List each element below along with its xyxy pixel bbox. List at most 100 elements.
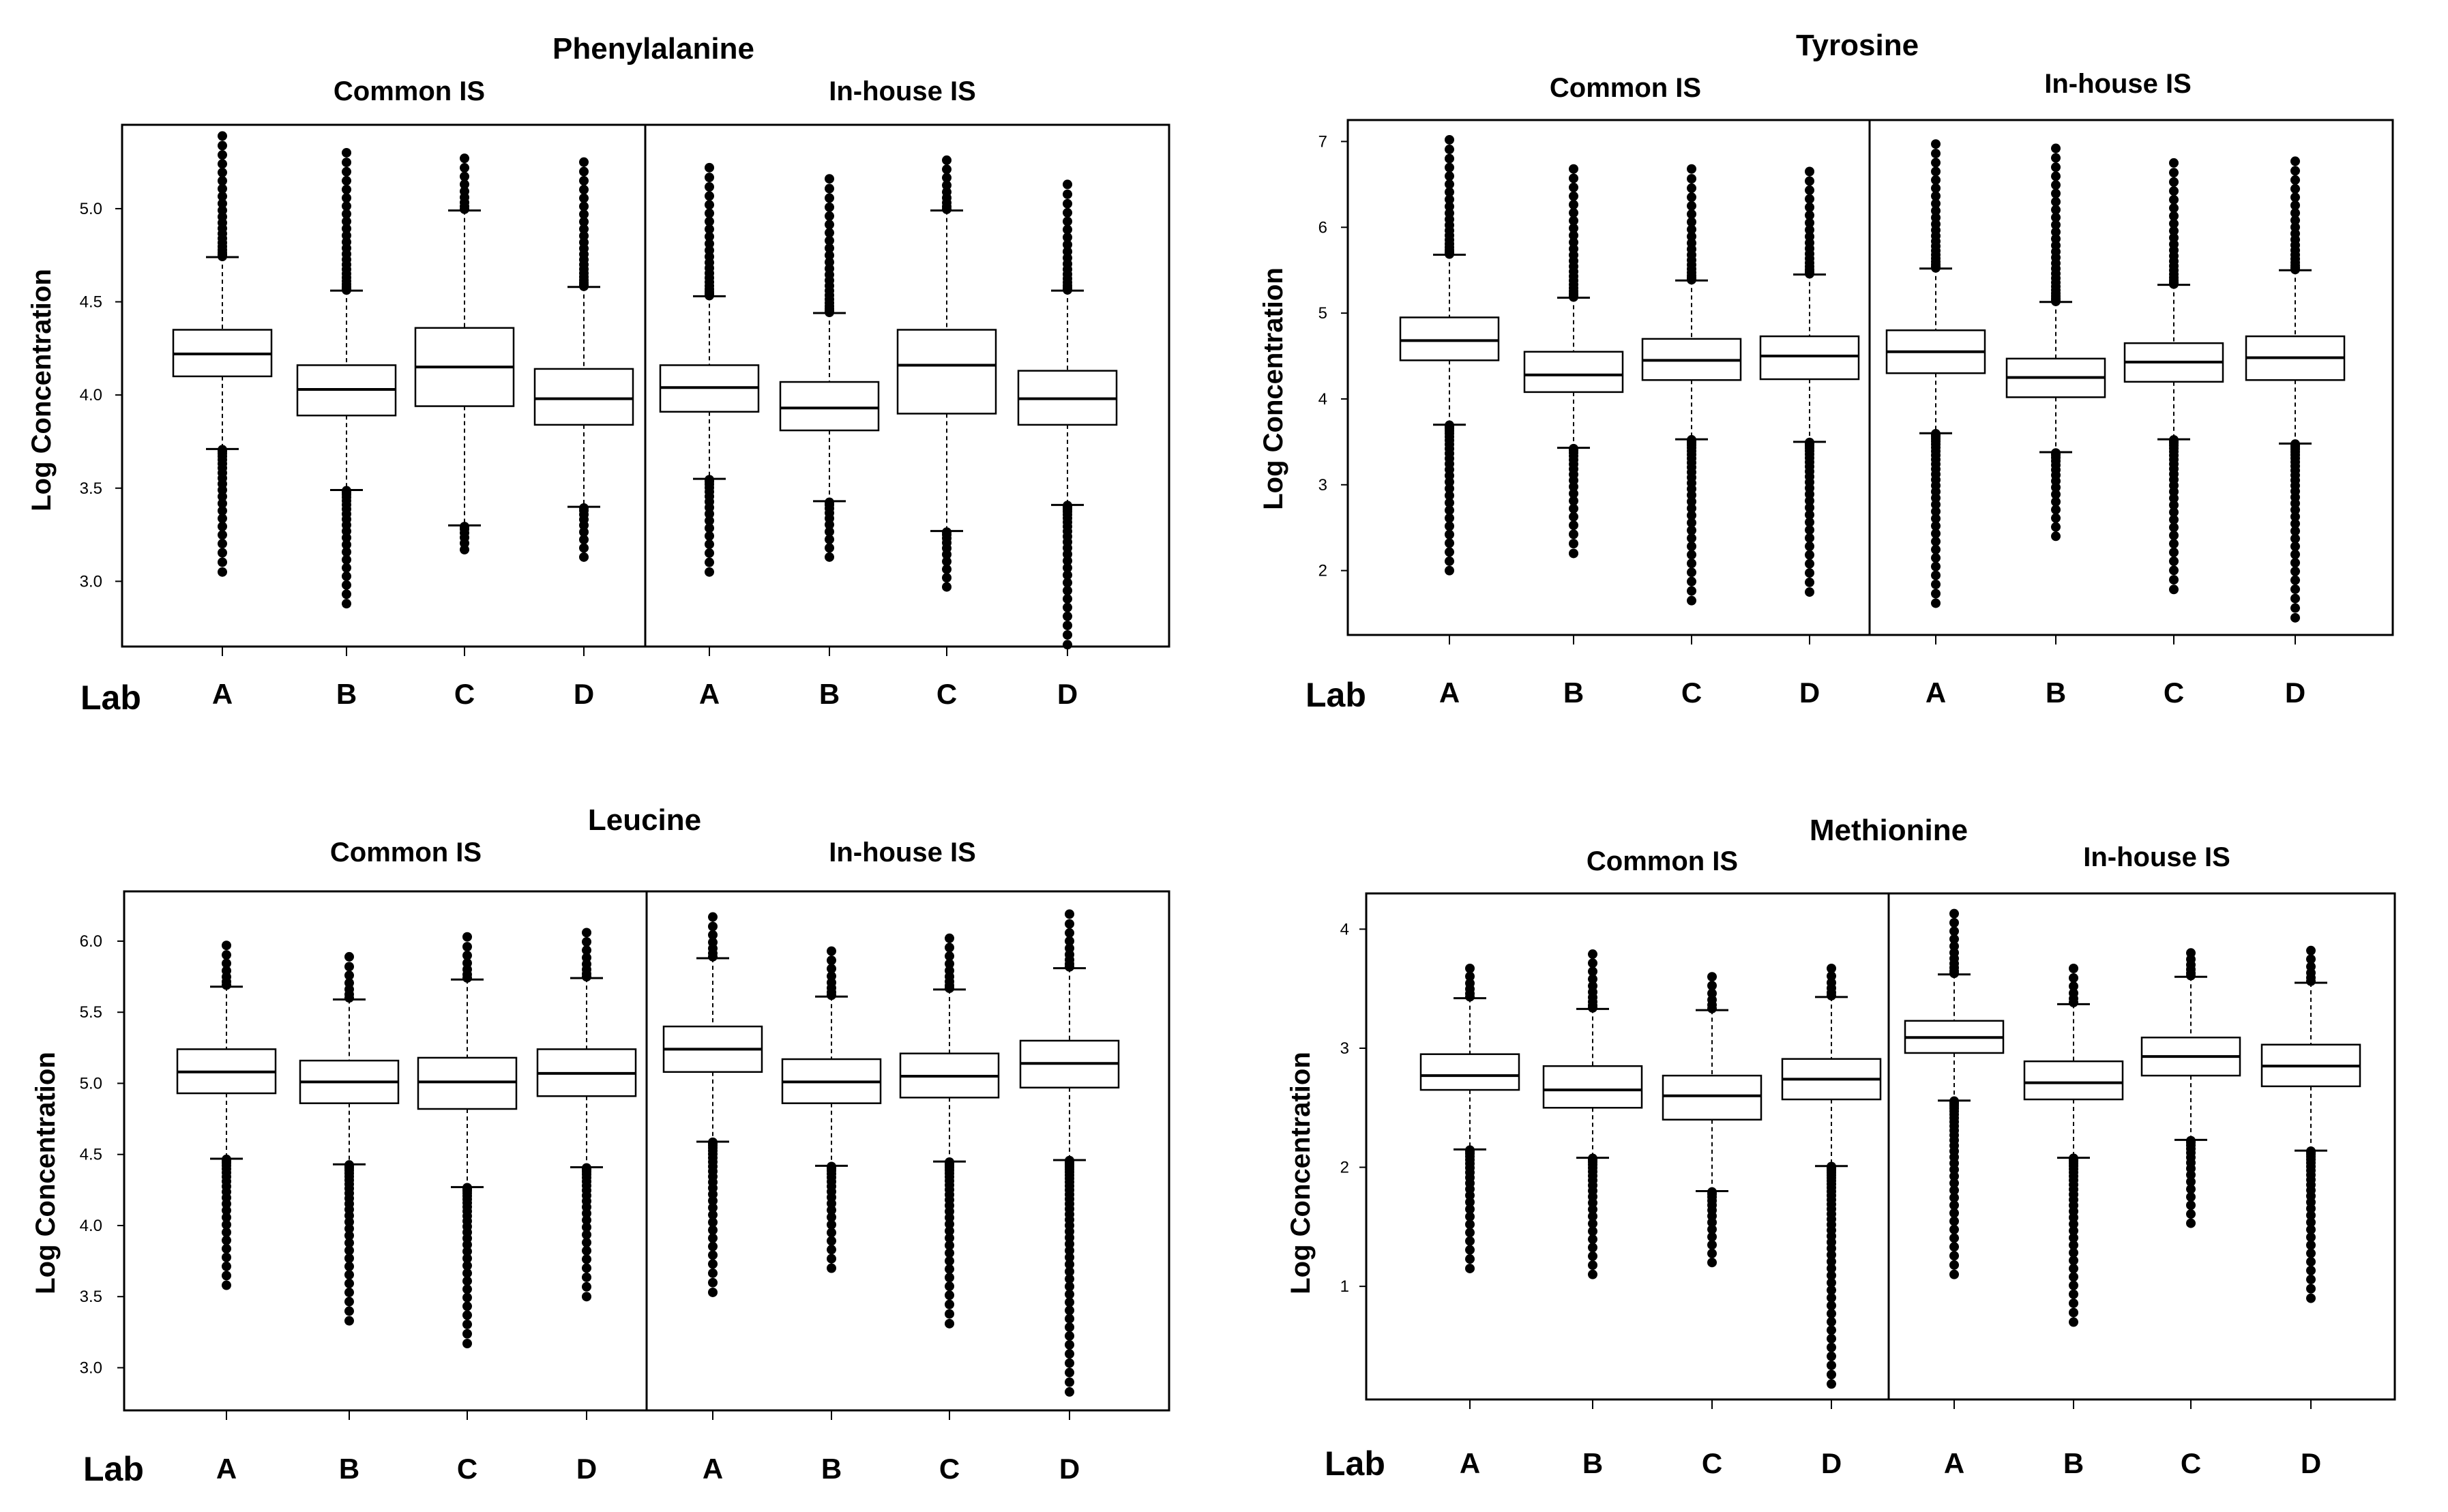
outlier-point [708,912,718,922]
outlier-point [2186,1176,2196,1187]
outlier-point [2169,186,2179,196]
outlier-point [218,191,227,201]
outlier-point [945,1290,954,1301]
outlier-point [1805,231,1814,241]
outlier-point [344,970,354,981]
outlier-point [344,1296,354,1307]
outlier-point [342,201,351,211]
outlier-point [222,1235,231,1245]
outlier-point [2069,1256,2078,1266]
outlier-point [579,185,589,195]
outlier-point [2290,505,2300,515]
outlier-point [2306,962,2316,972]
outlier-point [218,176,227,186]
outlier-point [945,959,954,969]
x-axis-label: Lab [83,1450,144,1488]
outlier-point [2290,566,2300,576]
outlier-point [827,971,836,981]
outlier-point [222,1227,231,1237]
x-category-label: C [2164,677,2184,709]
outlier-point [1949,908,1959,919]
outlier-point [2051,220,2061,230]
outlier-point [1707,1232,1717,1242]
outlier-point [2169,233,2179,243]
outlier-point [2306,1284,2316,1294]
outlier-point [1588,1243,1597,1253]
outlier-point [708,930,718,940]
outlier-point [1949,1171,1959,1181]
outlier-point [945,1241,954,1251]
outlier-point [2306,1293,2316,1303]
outlier-point [1687,201,1696,211]
group-label-in-house-is: In-house IS [829,76,976,106]
outlier-point [1707,1217,1717,1228]
outlier-point [2186,1200,2196,1211]
x-category-label: A [1439,677,1460,709]
outlier-point [462,1268,472,1278]
outlier-point [1805,568,1814,578]
outlier-point [1805,194,1814,204]
outlier-point [1065,936,1074,946]
outlier-point [1687,576,1696,587]
outlier-point [342,533,351,543]
outlier-point [342,176,351,186]
outlier-point [2051,171,2061,181]
outlier-point [2169,575,2179,585]
outlier-point [825,235,834,246]
outlier-point [1065,1314,1074,1324]
outlier-point [1827,971,1836,981]
x-category-label: D [2301,1447,2321,1479]
outlier-point [705,557,714,567]
outlier-point [342,237,351,247]
outlier-point [460,171,469,181]
y-tick-label: 6 [1318,218,1327,237]
box [1759,335,1860,381]
outlier-point [218,505,227,516]
outlier-point [945,1219,954,1229]
outlier-point [218,167,227,177]
outlier-point [1931,206,1941,216]
outlier-point [1065,1377,1074,1387]
outlier-point [827,1236,836,1246]
outlier-point [1569,216,1578,226]
outlier-point [2290,222,2300,233]
x-category-label: B [821,1453,842,1485]
outlier-point [1707,1258,1717,1268]
outlier-point [462,950,472,960]
outlier-point [582,1254,591,1264]
outlier-point [1065,1358,1074,1368]
outlier-point [462,942,472,952]
outlier-point [222,1271,231,1281]
outlier-point [462,1310,472,1320]
outlier-point [2186,948,2196,958]
outlier-point [1687,559,1696,569]
outlier-point [2290,549,2300,559]
outlier-point [460,179,469,190]
outlier-point [218,557,227,567]
outlier-point [1805,509,1814,520]
y-tick-label: 3.0 [80,572,102,591]
outlier-point [1687,518,1696,528]
outlier-point [2306,1224,2316,1234]
outlier-point [1827,1342,1836,1352]
outlier-point [222,1219,231,1230]
outlier-point [579,231,589,241]
outlier-point [2186,1209,2196,1219]
outlier-point [2169,168,2179,178]
outlier-point [1931,493,1941,503]
outlier-point [1687,542,1696,552]
outlier-point [2169,226,2179,236]
outlier-point [2290,584,2300,594]
outlier-point [945,1264,954,1274]
outlier-point [1707,1224,1717,1234]
outlier-point [945,1226,954,1236]
outlier-point [218,485,227,495]
outlier-point [1063,578,1072,588]
outlier-point [462,1319,472,1329]
outlier-point [2169,514,2179,524]
outlier-point [579,201,589,211]
outlier-point [1569,548,1578,559]
outlier-point [1065,1339,1074,1350]
